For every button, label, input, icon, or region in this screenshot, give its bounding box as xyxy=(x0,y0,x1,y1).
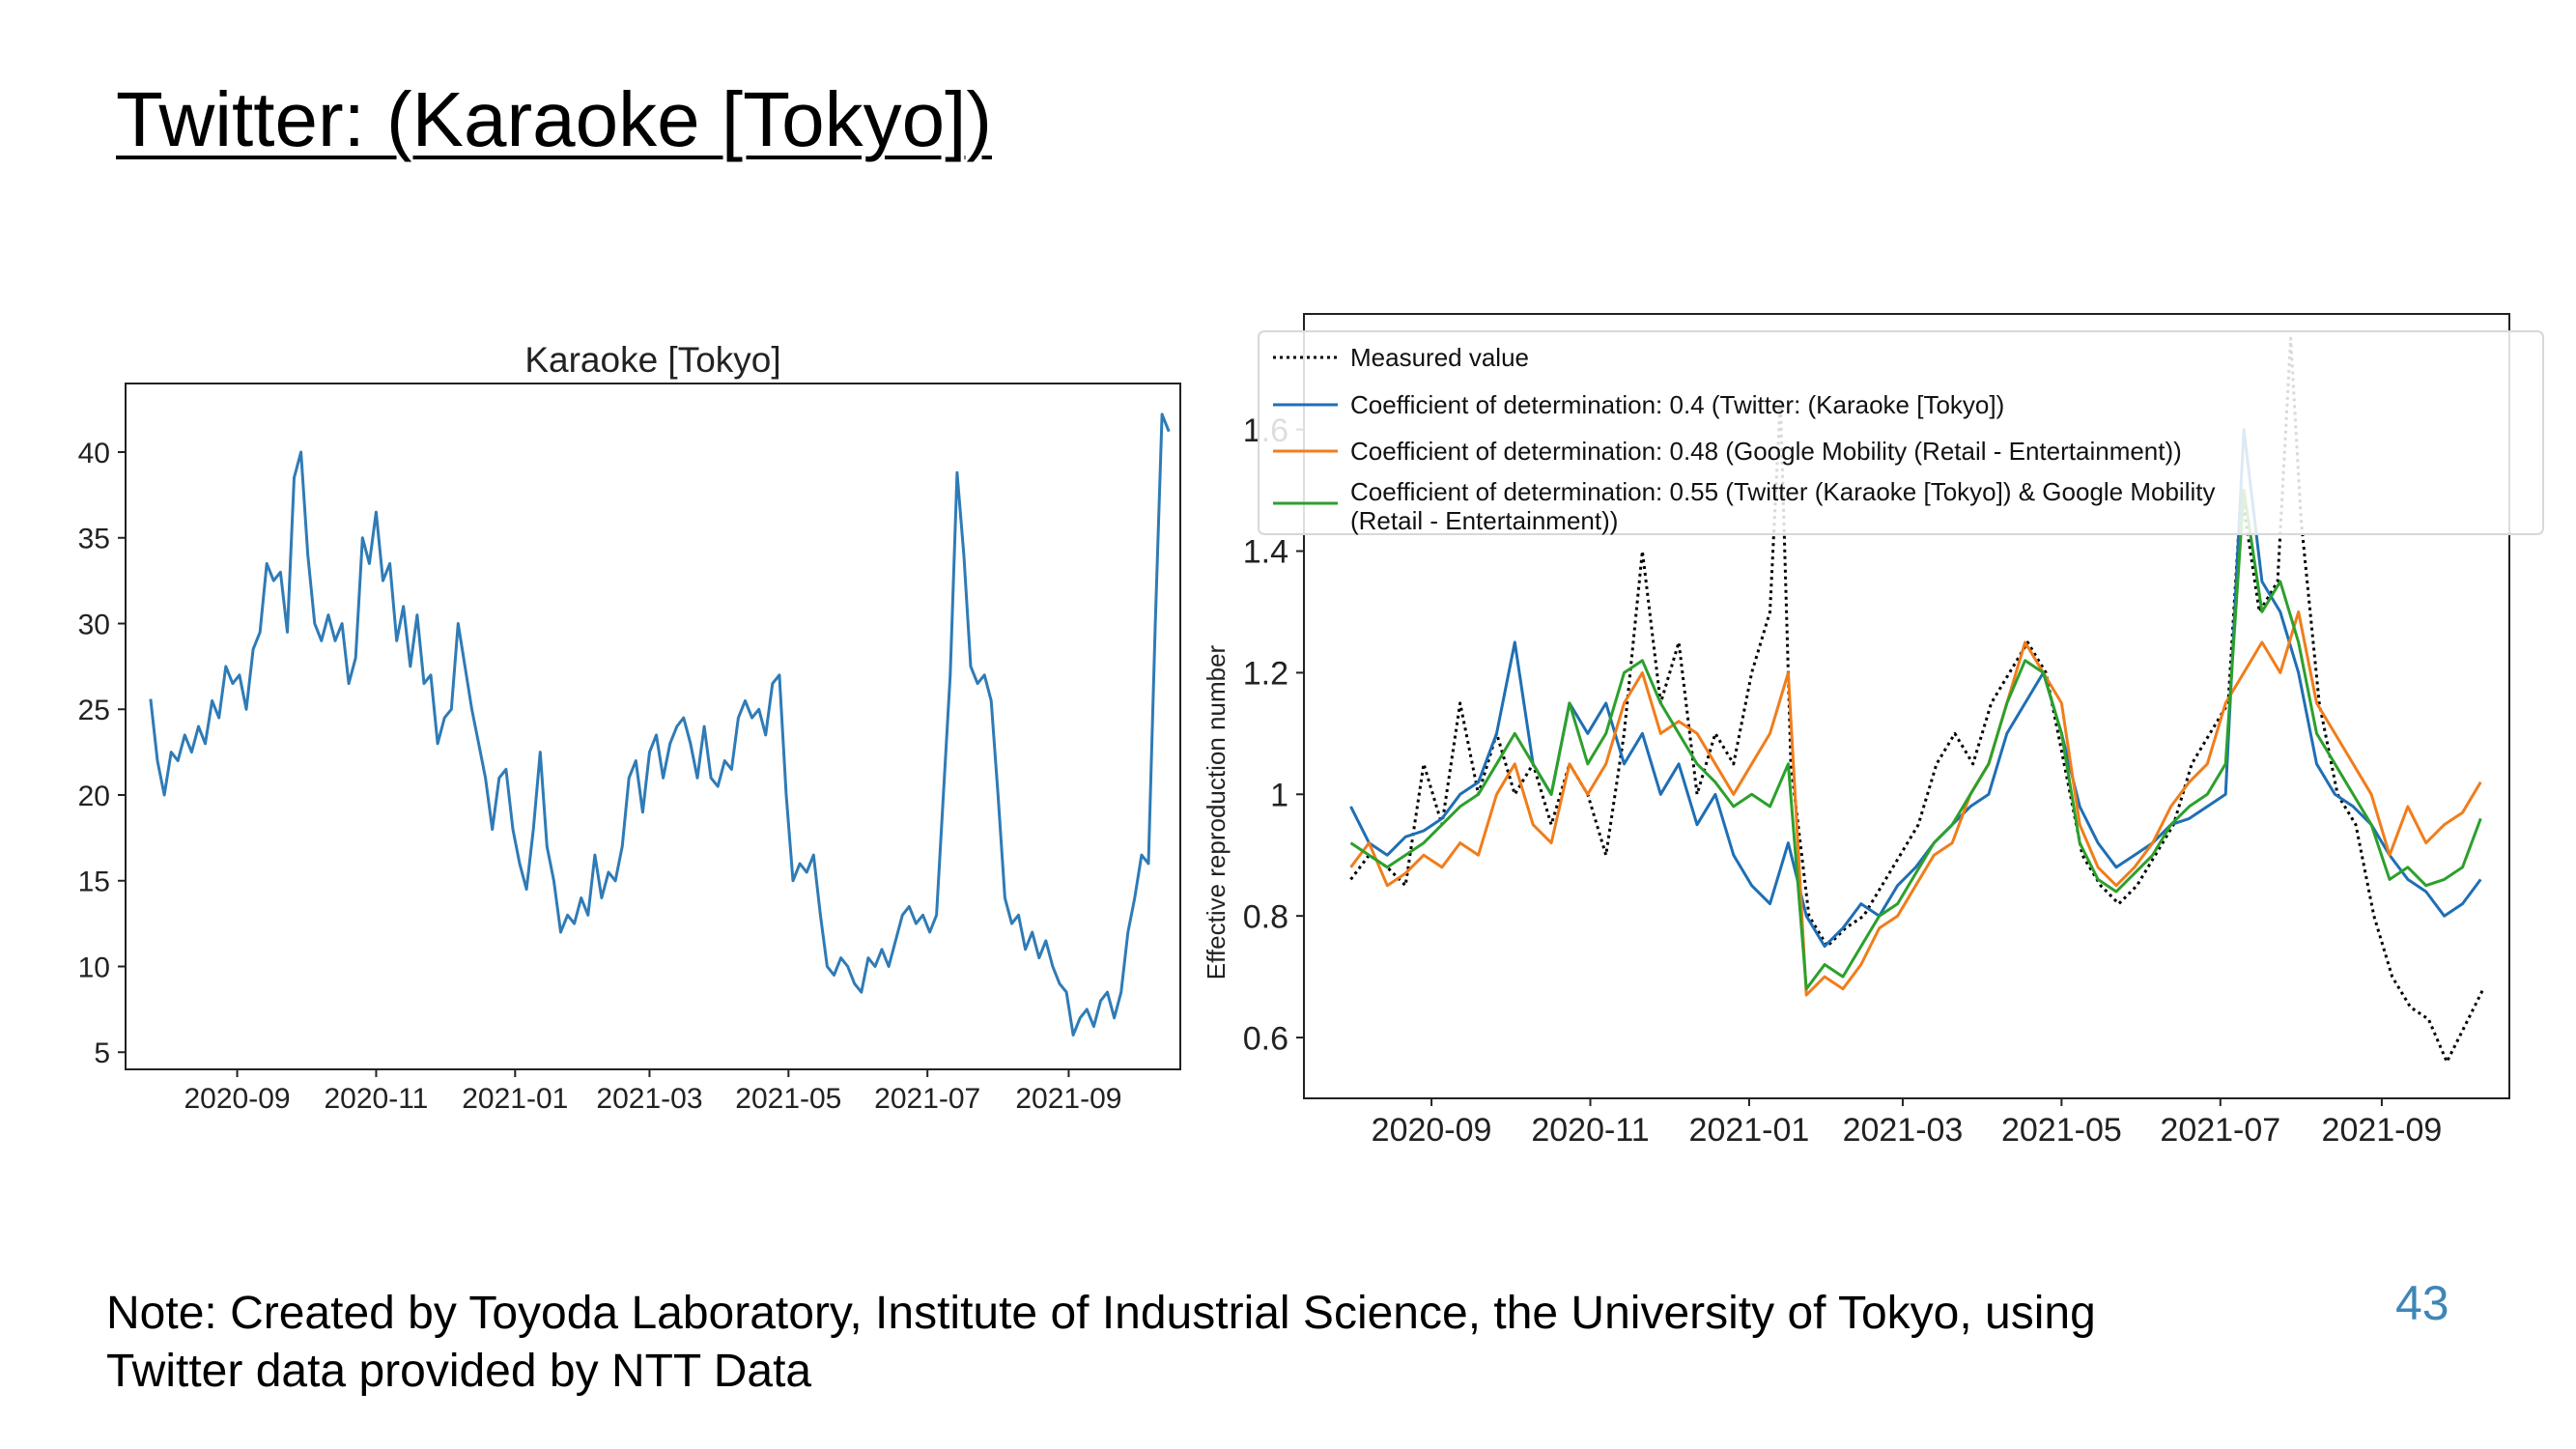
y-tick-label: 15 xyxy=(78,867,110,898)
y-tick-label: 20 xyxy=(78,781,110,812)
x-tick-label: 2020-11 xyxy=(325,1083,429,1115)
legend-label: Measured value xyxy=(1350,343,1529,372)
legend-box xyxy=(1258,330,2544,535)
karaoke-chart: 2020-09 2020-11 2021-01 2021-03 2021-05 2021-… xyxy=(78,340,1181,1115)
series-line-3 xyxy=(1349,610,2482,997)
plot-frame xyxy=(1303,313,2510,1099)
footnote: Note: Created by Toyoda Laboratory, Inst… xyxy=(106,1285,2328,1401)
x-tick-label: 2021-01 xyxy=(462,1083,568,1115)
x-tick-label: 2021-07 xyxy=(2160,1112,2280,1149)
x-tick-label: 2021-01 xyxy=(1689,1112,1810,1149)
y-tick-label: 10 xyxy=(78,952,110,983)
y-tick-label: 40 xyxy=(78,438,110,469)
legend-label: Coefficient of determination: 0.48 (Goog… xyxy=(1350,437,2182,466)
x-tick-label: 2021-03 xyxy=(1843,1112,1964,1149)
y-tick-label: 25 xyxy=(78,695,110,726)
x-tick-label: 2021-09 xyxy=(1015,1083,1121,1115)
footnote-line-1: Note: Created by Toyoda Laboratory, Inst… xyxy=(106,1288,2096,1339)
y-tick-label: 30 xyxy=(78,609,110,640)
y-tick-label: 1 xyxy=(1270,778,1288,814)
legend-label: Coefficient of determination: 0.4 (Twitt… xyxy=(1350,390,2004,419)
legend-label-cont: (Retail - Entertainment)) xyxy=(1350,506,1618,535)
x-tick-label: 2021-05 xyxy=(735,1083,841,1115)
y-tick-label: 1.2 xyxy=(1243,656,1288,693)
slide-title: Twitter: (Karaoke [Tokyo]) xyxy=(116,76,992,162)
x-tick-label: 2021-07 xyxy=(874,1083,980,1115)
plot-frame xyxy=(125,383,1181,1070)
x-tick-label: 2020-11 xyxy=(1531,1112,1649,1149)
chart-title: Karaoke [Tokyo] xyxy=(524,340,780,380)
x-tick-label: 2020-09 xyxy=(184,1083,291,1115)
y-tick-label: 1.4 xyxy=(1243,534,1288,571)
y-tick-label: 5 xyxy=(94,1037,110,1069)
x-tick-label: 2021-09 xyxy=(2322,1112,2443,1149)
series-group xyxy=(1349,336,2485,1064)
series-group xyxy=(149,412,1171,1037)
y-tick-label: 0.8 xyxy=(1243,898,1288,935)
series-line-4 xyxy=(1349,489,2482,991)
x-tick-label: 2021-05 xyxy=(2001,1112,2122,1149)
y-axis-label: Effective reproduction number xyxy=(1202,644,1231,980)
legend: Measured value Coefficient of determinati… xyxy=(1258,330,2544,535)
series-line-1 xyxy=(149,412,1171,1037)
footnote-line-2: Twitter data provided by NTT Data xyxy=(106,1346,812,1397)
page-number: 43 xyxy=(2395,1276,2449,1330)
reproduction-number-chart: 2020-09 2020-11 2021-01 2021-03 2021-05 2021-… xyxy=(1202,313,2544,1149)
y-tick-label: 0.6 xyxy=(1243,1020,1288,1057)
x-tick-label: 2020-09 xyxy=(1372,1112,1492,1149)
y-tick-label: 35 xyxy=(78,524,110,555)
legend-label: Coefficient of determination: 0.55 (Twit… xyxy=(1350,477,2216,506)
x-tick-label: 2021-03 xyxy=(596,1083,702,1115)
